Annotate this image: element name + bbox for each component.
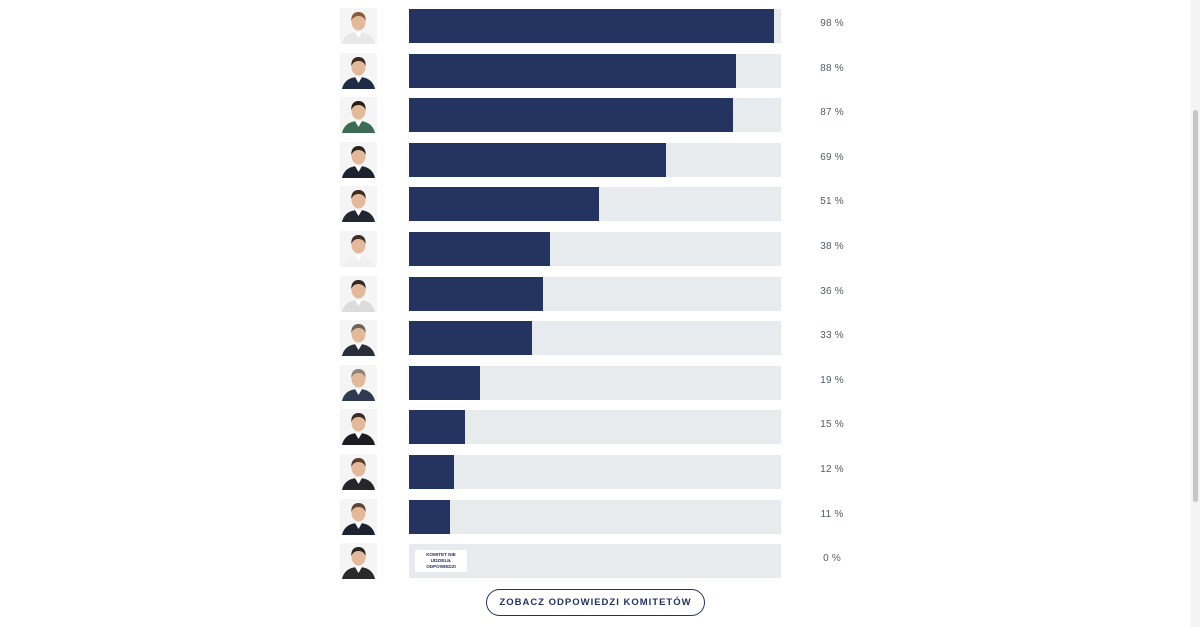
bar-track — [409, 454, 781, 489]
data-label: 33 % — [820, 330, 844, 342]
data-label: 11 % — [820, 508, 844, 520]
candidate-photo — [340, 186, 377, 223]
results-chart: 98 % 88 % 87 % 69 % 51 % 38 % 36 % 33 % 19 % 15 %… — [340, 8, 860, 588]
result-row: 51 % — [340, 186, 860, 223]
bar-track — [409, 410, 781, 445]
candidate-photo — [340, 364, 377, 401]
candidate-photo — [340, 409, 377, 446]
bar — [409, 231, 551, 266]
bar — [409, 142, 666, 177]
candidate-photo — [340, 8, 377, 44]
bar — [409, 499, 450, 534]
scrollbar[interactable] — [1191, 0, 1200, 627]
scrollbar-thumb[interactable] — [1193, 110, 1198, 502]
data-label: 19 % — [820, 374, 844, 386]
candidate-photo — [340, 320, 377, 357]
bar-track — [409, 9, 781, 43]
data-label: 12 % — [820, 463, 844, 475]
candidate-photo — [340, 52, 377, 89]
bar-track — [409, 231, 781, 266]
bar — [409, 98, 733, 133]
bar-track — [409, 53, 781, 88]
no-answer-badge: KOMITET NIE UDZIELIŁ ODPOWIEDZI — [415, 550, 467, 573]
candidate-photo — [340, 453, 377, 490]
bar — [409, 410, 465, 445]
candidate-photo — [340, 498, 377, 535]
data-label: 38 % — [820, 240, 844, 252]
candidate-photo — [340, 141, 377, 178]
bar — [409, 187, 599, 222]
result-row: 33 % — [340, 320, 860, 357]
bar — [409, 321, 532, 356]
candidate-photo — [340, 543, 377, 580]
data-label: 98 % — [820, 18, 844, 29]
bar — [409, 9, 774, 43]
result-row: 36 % — [340, 275, 860, 312]
bar-track: KOMITET NIE UDZIELIŁ ODPOWIEDZI — [409, 544, 781, 579]
bar-track — [409, 321, 781, 356]
result-row: 88 % — [340, 52, 860, 89]
candidate-photo — [340, 275, 377, 312]
bar — [409, 365, 480, 400]
bar-track — [409, 187, 781, 222]
result-row: 12 % — [340, 453, 860, 490]
bar — [409, 454, 454, 489]
data-label: 87 % — [820, 107, 844, 119]
result-row: 98 % — [340, 8, 860, 44]
result-row: 38 % — [340, 230, 860, 267]
data-label: 0 % — [823, 553, 841, 565]
candidate-photo — [340, 230, 377, 267]
data-label: 88 % — [820, 62, 844, 74]
candidate-photo — [340, 97, 377, 134]
result-row: 69 % — [340, 141, 860, 178]
bar-track — [409, 142, 781, 177]
result-row: 15 % — [340, 409, 860, 446]
data-label: 69 % — [820, 151, 844, 163]
bar-track — [409, 365, 781, 400]
result-row: KOMITET NIE UDZIELIŁ ODPOWIEDZI 0 % — [340, 543, 860, 580]
data-label: 15 % — [820, 419, 844, 431]
bar — [409, 276, 543, 311]
result-row: 87 % — [340, 97, 860, 134]
see-committee-answers-button[interactable]: ZOBACZ ODPOWIEDZI KOMITETÓW — [486, 589, 705, 616]
result-row: 11 % — [340, 498, 860, 535]
bar — [409, 53, 737, 88]
bar-track — [409, 276, 781, 311]
data-label: 36 % — [820, 285, 844, 297]
result-row: 19 % — [340, 364, 860, 401]
bar-track — [409, 499, 781, 534]
data-label: 51 % — [820, 196, 844, 208]
bar-track — [409, 98, 781, 133]
